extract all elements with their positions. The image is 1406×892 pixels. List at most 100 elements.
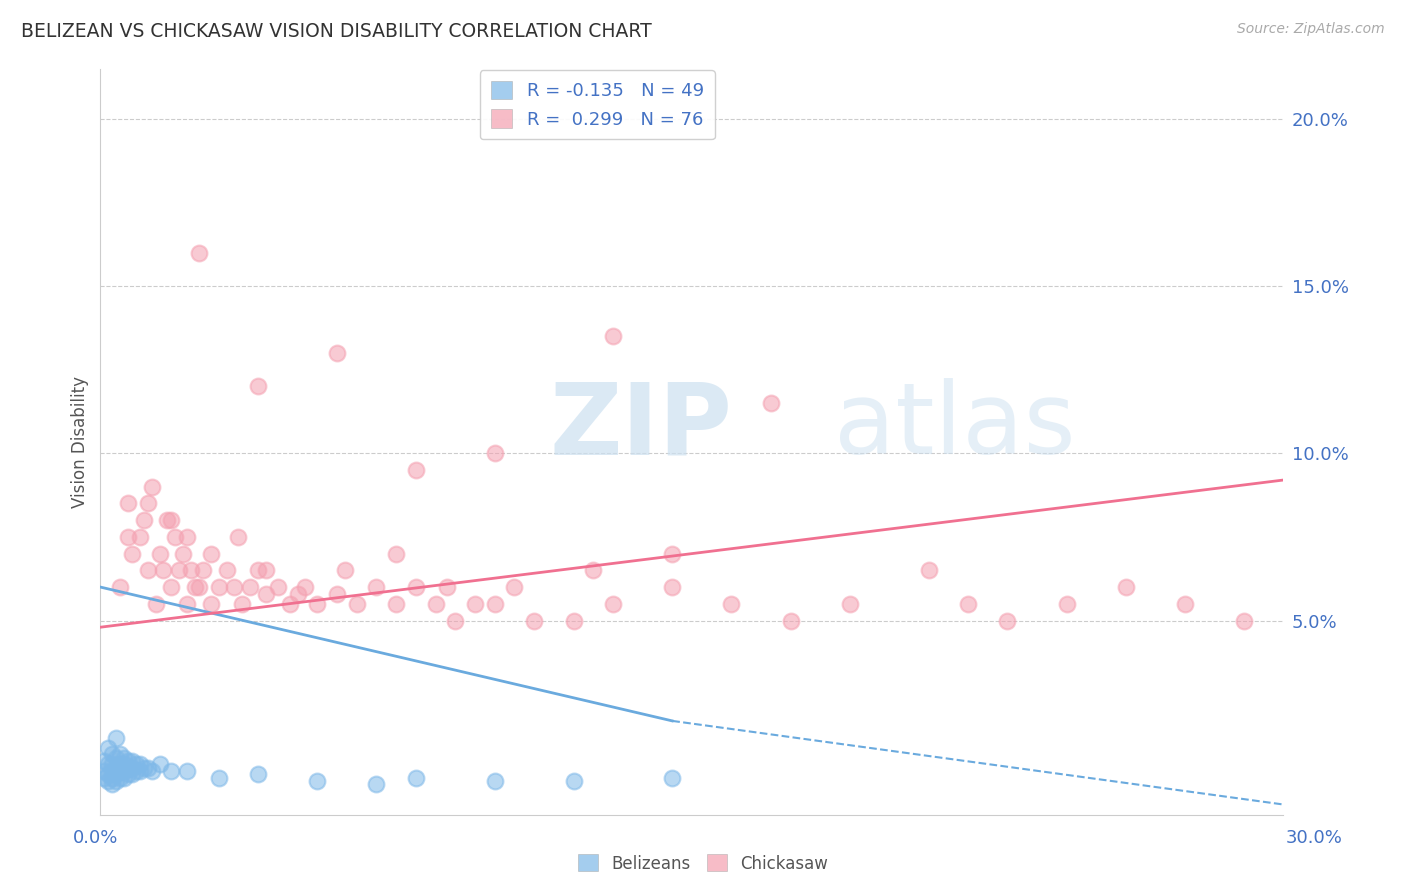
Point — [136, 496, 159, 510]
Point — [101, 747, 124, 762]
Point — [101, 764, 124, 778]
Text: Source: ZipAtlas.com: Source: ZipAtlas.com — [1237, 22, 1385, 37]
Point — [405, 463, 427, 477]
Point — [200, 547, 222, 561]
Point — [1115, 580, 1137, 594]
Point — [128, 757, 150, 772]
Point — [184, 580, 207, 594]
Point — [141, 764, 163, 778]
Point — [187, 580, 209, 594]
Point — [562, 614, 585, 628]
Point — [101, 757, 124, 772]
Point — [128, 764, 150, 778]
Point — [105, 731, 128, 745]
Point — [582, 563, 605, 577]
Point — [136, 761, 159, 775]
Point — [239, 580, 262, 594]
Point — [105, 767, 128, 781]
Point — [661, 547, 683, 561]
Text: 30.0%: 30.0% — [1286, 829, 1343, 847]
Point — [180, 563, 202, 577]
Point — [117, 530, 139, 544]
Point — [108, 747, 131, 762]
Point — [97, 767, 120, 781]
Point — [759, 396, 782, 410]
Point — [208, 580, 231, 594]
Point — [160, 513, 183, 527]
Text: BELIZEAN VS CHICKASAW VISION DISABILITY CORRELATION CHART: BELIZEAN VS CHICKASAW VISION DISABILITY … — [21, 22, 652, 41]
Point — [287, 587, 309, 601]
Point — [444, 614, 467, 628]
Point — [307, 774, 329, 789]
Point — [112, 771, 135, 785]
Point — [405, 771, 427, 785]
Legend: R = -0.135   N = 49, R =  0.299   N = 76: R = -0.135 N = 49, R = 0.299 N = 76 — [479, 70, 714, 139]
Point — [228, 530, 250, 544]
Point — [484, 446, 506, 460]
Point — [117, 767, 139, 781]
Point — [523, 614, 546, 628]
Point — [661, 771, 683, 785]
Point — [176, 764, 198, 778]
Point — [720, 597, 742, 611]
Point — [148, 547, 170, 561]
Point — [117, 754, 139, 768]
Point — [224, 580, 246, 594]
Point — [333, 563, 356, 577]
Point — [267, 580, 290, 594]
Point — [165, 530, 187, 544]
Point — [93, 754, 115, 768]
Point — [152, 563, 174, 577]
Point — [661, 580, 683, 594]
Point — [602, 329, 624, 343]
Point — [125, 764, 148, 778]
Point — [112, 757, 135, 772]
Point — [112, 764, 135, 778]
Point — [385, 547, 408, 561]
Point — [93, 764, 115, 778]
Point — [956, 597, 979, 611]
Point — [254, 563, 277, 577]
Point — [200, 597, 222, 611]
Point — [160, 764, 183, 778]
Point — [97, 774, 120, 789]
Point — [307, 597, 329, 611]
Point — [215, 563, 238, 577]
Legend: Belizeans, Chickasaw: Belizeans, Chickasaw — [571, 847, 835, 880]
Point — [1174, 597, 1197, 611]
Y-axis label: Vision Disability: Vision Disability — [72, 376, 89, 508]
Point — [105, 750, 128, 764]
Point — [125, 757, 148, 772]
Point — [247, 379, 270, 393]
Point — [108, 764, 131, 778]
Point — [247, 767, 270, 781]
Point — [176, 530, 198, 544]
Point — [917, 563, 939, 577]
Point — [136, 563, 159, 577]
Point — [294, 580, 316, 594]
Point — [97, 757, 120, 772]
Point — [346, 597, 368, 611]
Point — [101, 771, 124, 785]
Point — [176, 597, 198, 611]
Point — [160, 580, 183, 594]
Point — [1233, 614, 1256, 628]
Point — [503, 580, 526, 594]
Point — [117, 761, 139, 775]
Point — [132, 513, 155, 527]
Point — [838, 597, 860, 611]
Point — [366, 580, 388, 594]
Point — [425, 597, 447, 611]
Point — [1056, 597, 1078, 611]
Point — [385, 597, 408, 611]
Point — [105, 774, 128, 789]
Text: ZIP: ZIP — [550, 378, 733, 475]
Point — [121, 767, 143, 781]
Point — [191, 563, 214, 577]
Point — [366, 777, 388, 791]
Point — [145, 597, 167, 611]
Point — [484, 597, 506, 611]
Point — [997, 614, 1019, 628]
Point — [278, 597, 301, 611]
Point — [121, 754, 143, 768]
